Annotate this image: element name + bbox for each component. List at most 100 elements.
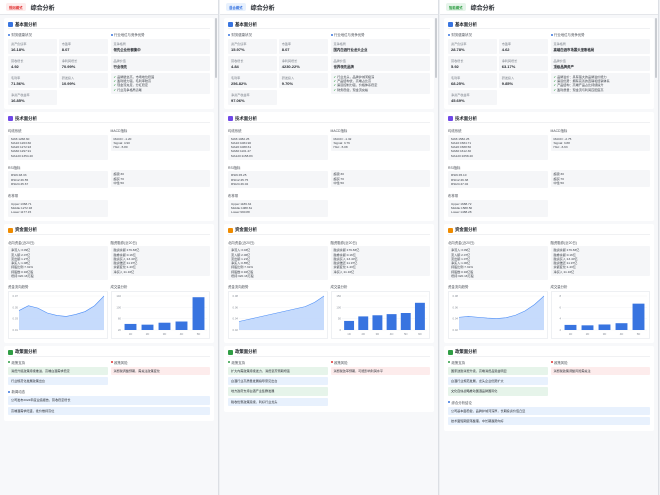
metric-item: 营收增长 4.92 bbox=[8, 56, 57, 71]
volume-bar bbox=[175, 321, 187, 330]
metric-item: 市盈率 8.07 bbox=[58, 39, 108, 54]
technical-title: 技术面分析 bbox=[235, 115, 257, 121]
panel-header: 智能模式 综合分析 bbox=[440, 0, 658, 15]
label-dot bbox=[448, 401, 450, 404]
policy-item: 文化自信战略推动国酒品牌国际化 bbox=[448, 387, 548, 396]
y-tick-label: 0.02 bbox=[453, 328, 459, 332]
mode-badge[interactable]: 混合模式 bbox=[226, 3, 246, 11]
fund-value: 净买入:11.16亿 bbox=[553, 269, 575, 274]
fund-value: 融资偿还:11.97亿 bbox=[333, 261, 358, 266]
fund-trend-chart[interactable]: 0.07 0.05 0.03 0.01 bbox=[8, 290, 108, 339]
policy-support-label: 政策支持 bbox=[228, 360, 328, 365]
indicator-value: RSI24:45.67 bbox=[11, 182, 29, 187]
mode-badge[interactable]: 智能模式 bbox=[446, 3, 466, 11]
metric-label: 净资产收益率 bbox=[231, 93, 250, 97]
fund-value: 持股数:0.92亿股 bbox=[451, 269, 474, 274]
bollinger-bands-values: Upper:1368.71 Middle:1272.93 Lower:1177.15 bbox=[8, 199, 108, 217]
scrollbar[interactable] bbox=[655, 18, 657, 78]
metric-value: 9.70% bbox=[281, 81, 294, 86]
fund-value: 净流入:3.09亿 bbox=[11, 248, 31, 253]
fund-value: 增持:320.18万股 bbox=[231, 274, 254, 279]
indicator-value: MA120:1354.40 bbox=[11, 153, 33, 158]
capital-grid: 北向资金(近20日) 净流入:3.03亿 流入额:2.06亿 流出额:1.21亿 净买入… bbox=[228, 238, 430, 281]
fund-value: 余额变化:1.43亿 bbox=[113, 265, 136, 270]
y-tick-label: 150 bbox=[336, 294, 341, 298]
news-item[interactable]: 技术面短期震荡整理，中长期趋势向好 bbox=[448, 417, 650, 426]
advantage-text: 现金流充足，分红稳定 bbox=[117, 83, 149, 88]
scrollbar[interactable] bbox=[215, 18, 217, 78]
volume-chart-box[interactable]: 8 6 4 2 1D 2D 3D 4D 5D bbox=[550, 290, 650, 339]
mode-badge[interactable]: 规则模式 bbox=[6, 3, 26, 11]
metric-value: 4.92 bbox=[11, 64, 19, 69]
indicator-value: MA5:1268.60 bbox=[11, 136, 30, 141]
fund-flow-chart: 0.08 0.06 0.04 0.02 bbox=[233, 294, 325, 332]
macd-indicator-values: MACD: -2.75 Signal: 3.88 Hist: -6.63 bbox=[550, 134, 650, 152]
policy-risk-label: 政策风险 bbox=[110, 360, 211, 365]
metric-label: 市盈率 bbox=[61, 42, 72, 46]
technical-title: 技术面分析 bbox=[455, 115, 477, 121]
y-tick-label: 0.08 bbox=[233, 294, 239, 298]
fund-value: 融券余额:0.16亿 bbox=[113, 252, 136, 257]
financial-health: 财务健康状况 资产负债率 15.97% 市盈率 8.07 营收增长 4.84 净利润增长 423… bbox=[228, 32, 328, 105]
metric-value: 10.99% bbox=[61, 81, 76, 86]
industry-value: 顶级品牌资产 bbox=[553, 65, 574, 69]
ma-system-values: MA5:1268.60 MA10:1263.60 MA20:1272.93 MA60:… bbox=[8, 134, 108, 160]
news-label: 综合分析结论 bbox=[448, 400, 650, 405]
news-item[interactable]: 高端酒需求旺盛，批价维持高位 bbox=[8, 406, 210, 416]
metric-value: 4230.22% bbox=[281, 64, 300, 69]
capital-card: 资金面分析 北向资金(近20日) 净流入:3.09亿 流入额:2.07亿 流出额:1.2… bbox=[4, 223, 214, 343]
advantage-text: 行业竞争格局清晰 bbox=[117, 87, 142, 92]
rsi-levels-label bbox=[551, 165, 651, 169]
metric-value: 68.25% bbox=[451, 81, 465, 86]
fund-value: 流入额:2.07亿 bbox=[11, 252, 31, 257]
fund-trend-label: 资金流向趋势 bbox=[448, 285, 469, 290]
policy-item: 行业规范化发展政策出台 bbox=[8, 377, 108, 386]
bollinger-bands-label: 布林带 bbox=[8, 194, 19, 199]
x-tick-label: 3D bbox=[602, 332, 606, 336]
metric-label: 净资产收益率 bbox=[11, 93, 30, 97]
policy-icon bbox=[8, 349, 13, 355]
indicator-value: MA10:1263.60 bbox=[11, 140, 32, 145]
indicator-value: 超买:70 bbox=[553, 176, 565, 181]
fund-value: 融券余额:0.16亿 bbox=[553, 252, 576, 257]
rsi-indicator-label: RSI指标 bbox=[8, 165, 21, 170]
northbound-funds: 北向资金(近20日) 净流入:3.03亿 流入额:2.06亿 流出额:1.21亿 净买入… bbox=[228, 238, 328, 281]
news-item[interactable]: 公司发布2024年度业绩报告，营收稳定增长 bbox=[8, 396, 210, 405]
volume-analysis: 成交量分析 8 6 4 2 1D 2D 3D 4D 5D bbox=[550, 282, 650, 339]
y-tick-label: 0.06 bbox=[233, 305, 239, 309]
metric-value: 16.85% bbox=[11, 98, 25, 103]
scrollbar[interactable] bbox=[435, 18, 437, 78]
fund-trend-chart[interactable]: 0.08 0.06 0.04 0.02 bbox=[228, 290, 328, 339]
indicator-value: Middle:1088.61 bbox=[231, 206, 253, 211]
y-tick-label: 50 bbox=[337, 317, 341, 321]
capital-icon bbox=[448, 227, 453, 233]
rsi-levels: 超卖:30 超买:70 中性:50 bbox=[550, 163, 651, 188]
fund-trend-chart[interactable]: 0.08 0.06 0.04 0.02 bbox=[448, 290, 548, 339]
fundamental-header: 基本面分析 bbox=[448, 21, 650, 29]
y-tick-label: 0.06 bbox=[453, 305, 459, 309]
technical-icon bbox=[448, 116, 453, 121]
policy-title: 政策面分析 bbox=[235, 349, 257, 355]
macd-indicator-label: MACD指标 bbox=[550, 129, 568, 133]
fund-trend: 资金流向趋势 0.07 0.05 0.03 0.01 bbox=[8, 282, 108, 339]
capital-grid: 北向资金(近20日) 净流入:3.09亿 流入额:2.07亿 流出额:1.27亿 净买入… bbox=[8, 238, 210, 281]
policy-support: 政策支持 消费升级政策持续推进，高端白酒需求稳定 行业规范化发展政策出台 bbox=[8, 360, 108, 388]
financial-health: 财务健康状况 资产负债率 16.18% 市盈率 8.07 营收增长 4.92 净利润增长 70.… bbox=[8, 32, 108, 105]
macd-indicator: MACD指标 MACD: -1.32 Signal: 3.76 Hist: -5.08 bbox=[330, 126, 430, 160]
policy-item: 地方政府支持白酒产业集群发展 bbox=[228, 387, 328, 396]
risk-item: 消费税政策调整风险需关注 bbox=[550, 366, 650, 376]
policy-card: 政策面分析 政策支持 消费升级政策持续推进，高端白酒需求稳定 行业规范化发展政策出台政… bbox=[4, 345, 214, 422]
metric-value: 9.85% bbox=[501, 81, 514, 86]
volume-chart-box[interactable]: 140 100 60 20 1D 2D 3D 4D 5D bbox=[110, 290, 210, 339]
x-tick-label: 2D bbox=[145, 332, 149, 336]
metrics-grid: 资产负债率 16.18% 市盈率 8.07 营收增长 4.92 净利润增长 70.99% 毛利率… bbox=[8, 39, 108, 105]
metric-label: 毛利率 bbox=[11, 76, 21, 80]
fundamental-title: 基本面分析 bbox=[15, 21, 37, 27]
y-tick-label: 2 bbox=[559, 328, 561, 332]
metric-value: 5.92 bbox=[451, 64, 459, 69]
fund-value: 净买入:0.85亿 bbox=[231, 261, 251, 266]
industry-key: 品牌价值 bbox=[333, 59, 346, 63]
news-item[interactable]: 公司基本面稳健，品牌护城河深厚，长期投资价值凸显 bbox=[448, 406, 650, 416]
capital-grid: 北向资金(近20日) 净流入:3.09亿 流入额:2.07亿 流出额:1.07亿 净买入… bbox=[448, 238, 650, 281]
volume-chart-box[interactable]: 150 100 50 0 1D 2D 3D 4D 5D 6D bbox=[330, 290, 430, 339]
